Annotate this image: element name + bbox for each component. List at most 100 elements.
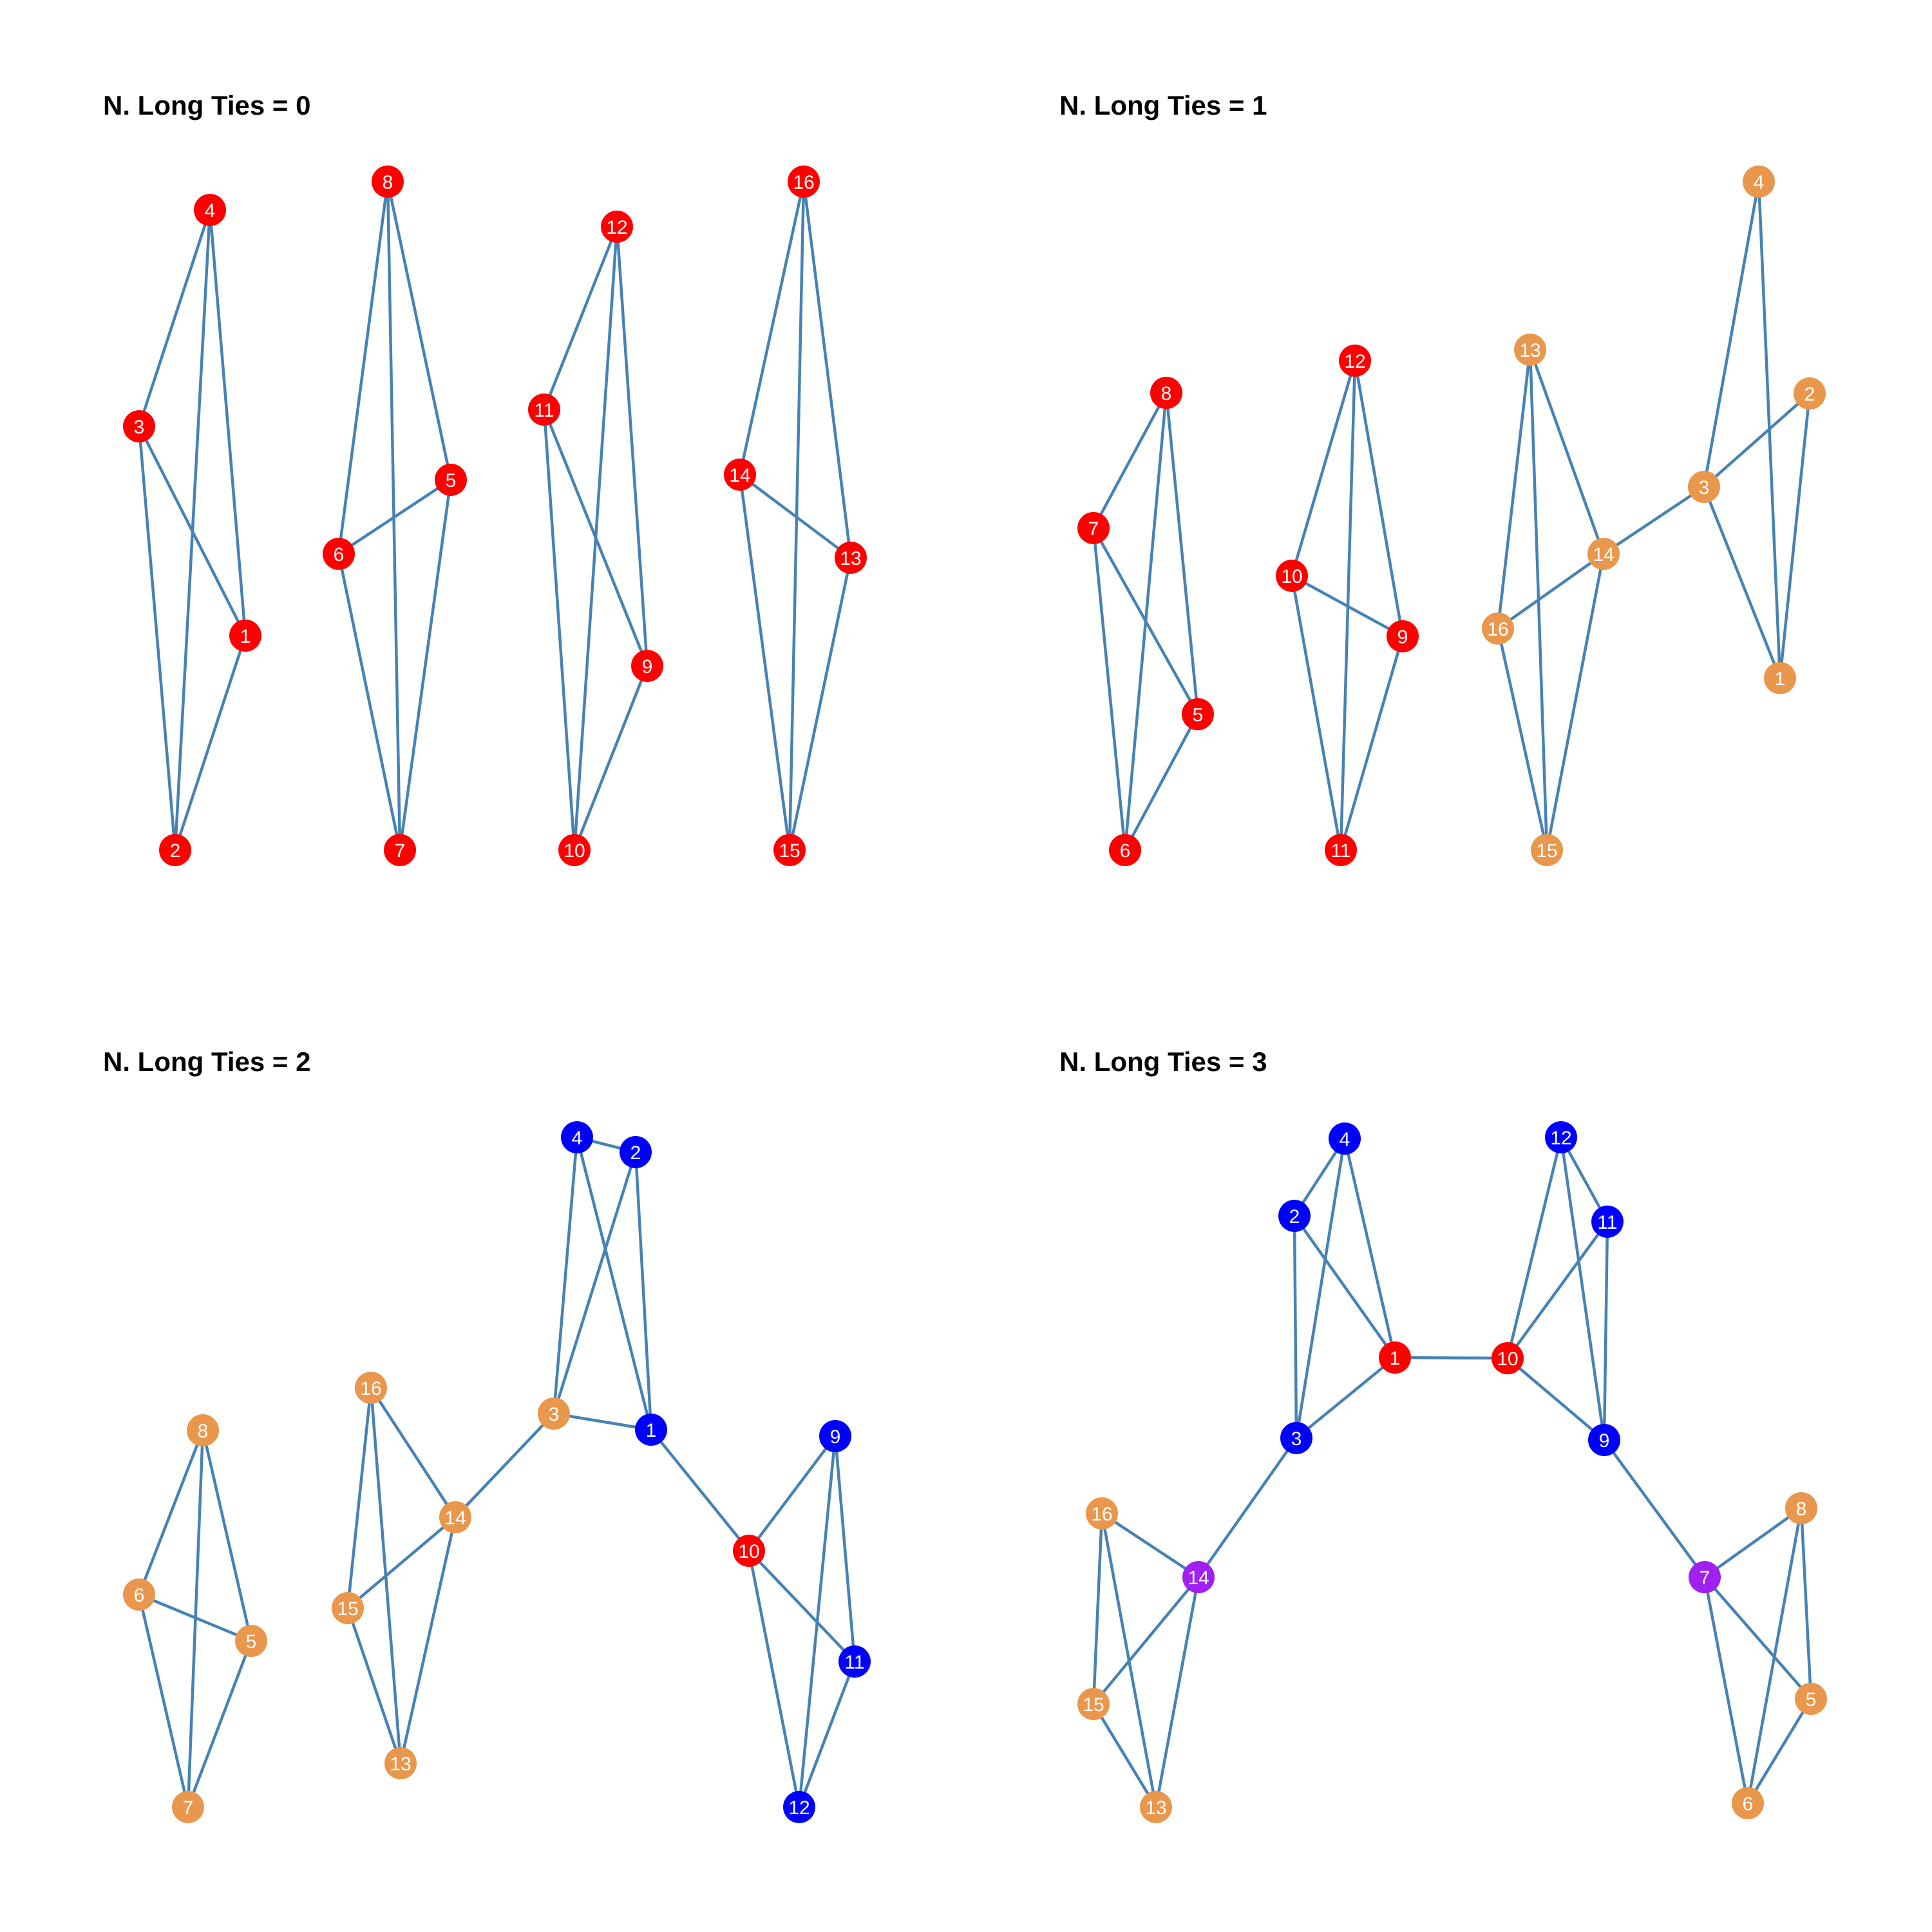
node-circle bbox=[1743, 166, 1775, 198]
edge-3-1 bbox=[1702, 486, 1782, 679]
node-10: 10 bbox=[1492, 1342, 1524, 1374]
edge-3-1 bbox=[137, 425, 247, 637]
edge-16-14 bbox=[738, 181, 806, 475]
edge-13-15 bbox=[788, 557, 853, 851]
edge-4-3 bbox=[1294, 1138, 1347, 1439]
edge-12-10 bbox=[1290, 360, 1357, 576]
edge-8-6 bbox=[337, 181, 390, 554]
node-label: 8 bbox=[1796, 1499, 1807, 1520]
node-6: 6 bbox=[1732, 1787, 1764, 1819]
node-15: 15 bbox=[1531, 834, 1563, 866]
node-label: 5 bbox=[446, 470, 457, 491]
node-11: 11 bbox=[1591, 1206, 1624, 1238]
node-circle bbox=[635, 1414, 667, 1446]
edge-9-11 bbox=[1339, 636, 1405, 851]
edge-4-1 bbox=[1343, 1138, 1397, 1358]
node-circle bbox=[1689, 1561, 1721, 1593]
edge-4-3 bbox=[137, 209, 212, 427]
node-1: 1 bbox=[1379, 1341, 1411, 1374]
node-circle bbox=[384, 834, 416, 866]
node-label: 13 bbox=[840, 548, 861, 569]
edge-14-13 bbox=[739, 473, 852, 559]
node-label: 6 bbox=[334, 544, 345, 565]
node-label: 16 bbox=[1091, 1504, 1112, 1525]
edge-4-1 bbox=[575, 1137, 653, 1430]
node-label: 2 bbox=[1804, 384, 1815, 405]
edge-15-13 bbox=[346, 1607, 402, 1764]
node-circle bbox=[123, 1578, 155, 1611]
node-circle bbox=[1688, 471, 1720, 503]
node-label: 5 bbox=[246, 1631, 257, 1653]
edge-14-13 bbox=[399, 1517, 457, 1764]
edge-8-7 bbox=[1703, 1507, 1803, 1578]
node-circle bbox=[159, 834, 191, 866]
node-9: 9 bbox=[819, 1420, 851, 1452]
node-circle bbox=[1785, 1492, 1817, 1524]
edge-6-7 bbox=[137, 1594, 190, 1808]
node-label: 6 bbox=[1743, 1794, 1754, 1815]
node-circle bbox=[1182, 698, 1214, 730]
node-1: 1 bbox=[1764, 662, 1796, 694]
panel-title: N. Long Ties = 3 bbox=[1059, 1046, 1267, 1077]
node-circle bbox=[835, 542, 867, 574]
edge-16-15 bbox=[1092, 1513, 1104, 1705]
edge-1-10 bbox=[650, 1428, 750, 1552]
node-label: 1 bbox=[1390, 1348, 1401, 1369]
node-label: 10 bbox=[564, 840, 585, 862]
node-circle bbox=[1379, 1341, 1411, 1374]
node-11: 11 bbox=[528, 393, 560, 426]
node-4: 4 bbox=[1329, 1122, 1361, 1155]
node-label: 13 bbox=[1145, 1797, 1166, 1819]
node-circle bbox=[601, 211, 633, 243]
node-13: 13 bbox=[1140, 1791, 1172, 1823]
node-circle bbox=[1109, 834, 1141, 866]
node-10: 10 bbox=[558, 834, 591, 866]
node-label: 7 bbox=[1700, 1567, 1710, 1589]
node-13: 13 bbox=[1514, 334, 1546, 366]
node-circle bbox=[838, 1645, 871, 1678]
node-circle bbox=[235, 1625, 267, 1657]
edge-10-9 bbox=[748, 1435, 837, 1552]
node-label: 6 bbox=[134, 1585, 145, 1606]
node-label: 1 bbox=[1775, 668, 1786, 690]
node-3: 3 bbox=[123, 410, 155, 442]
node-label: 9 bbox=[830, 1426, 841, 1448]
node-circle bbox=[1276, 560, 1308, 592]
edge-16-14 bbox=[1101, 1512, 1200, 1578]
node-2: 2 bbox=[1278, 1200, 1311, 1232]
node-circle bbox=[1795, 1683, 1827, 1715]
edge-15-13 bbox=[1092, 1703, 1157, 1808]
node-label: 3 bbox=[1699, 477, 1710, 498]
edge-2-3 bbox=[1293, 1215, 1298, 1439]
node-label: 8 bbox=[1161, 383, 1172, 404]
node-12: 12 bbox=[601, 211, 633, 243]
node-5: 5 bbox=[435, 464, 467, 496]
edge-11-12 bbox=[797, 1661, 857, 1808]
node-3: 3 bbox=[538, 1397, 570, 1430]
node-circle bbox=[1514, 334, 1546, 366]
node-label: 4 bbox=[1340, 1129, 1350, 1150]
edge-10-9 bbox=[1506, 1357, 1605, 1441]
node-label: 13 bbox=[390, 1754, 411, 1775]
edge-16-13 bbox=[802, 181, 853, 558]
node-circle bbox=[558, 834, 591, 866]
edge-14-15 bbox=[1545, 553, 1605, 851]
panel-long-ties-1: N. Long Ties = 1 8 7 5 6 12 10 9 11 13 14 16 15 4 2 3 1 bbox=[1059, 90, 1826, 866]
node-circle bbox=[435, 464, 467, 496]
node-circle bbox=[1587, 538, 1620, 570]
node-circle bbox=[1182, 1561, 1215, 1593]
node-circle bbox=[783, 1791, 815, 1823]
edge-6-5 bbox=[138, 1593, 252, 1643]
node-label: 12 bbox=[1550, 1128, 1571, 1149]
edge-10-9 bbox=[1291, 574, 1404, 638]
node-circle bbox=[355, 1372, 387, 1404]
edge-14-15 bbox=[738, 474, 791, 851]
node-label: 4 bbox=[205, 200, 216, 222]
node-label: 16 bbox=[793, 172, 814, 193]
node-15: 15 bbox=[773, 834, 806, 866]
node-label: 8 bbox=[198, 1421, 209, 1442]
edge-7-6 bbox=[1092, 527, 1127, 851]
